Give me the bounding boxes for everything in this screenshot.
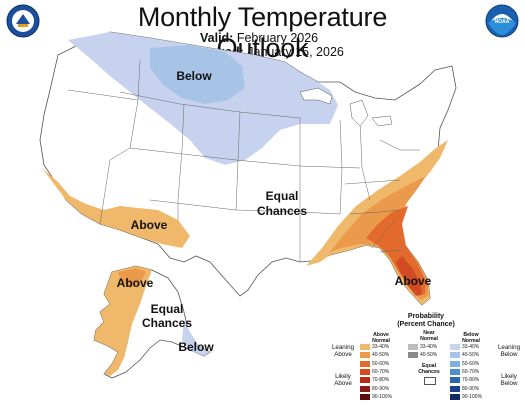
below-normal-bin-label: 60-70% [462,368,480,375]
leaning-below-2: Below [500,351,518,358]
below-header-2: Normal [462,338,480,344]
near-normal-bin-swatch [408,352,418,359]
above-normal-bin-label: 90-100% [372,393,393,400]
label-equal-alaska-1: Equal [151,302,184,316]
below-normal-bin-swatch [450,352,460,359]
below-normal-core [150,45,245,104]
valid-value: February 2026 [236,31,319,45]
above-normal-bin-swatch [360,344,370,350]
above-normal-southwest [42,168,190,248]
above-normal-bin-label: 80-90% [372,385,390,392]
below-normal-bin-label: 80-90% [462,385,480,392]
below-header-1: Below [463,332,479,338]
above-normal-bin-swatch [360,385,370,392]
below-normal-bin-label: 90-100% [462,393,483,400]
near-header-2: Normal [420,336,438,342]
label-equal-conus-2: Chances [257,204,307,218]
below-normal-bin-label: 50-60% [462,360,480,367]
above-normal-florida-core [396,256,422,296]
leaning-below-label: Leaning Below [496,344,522,358]
above-normal-bin-label: 40-50% [372,352,390,359]
above-normal-bin-label: 70-80% [372,377,390,384]
label-equal-alaska-2: Chances [142,316,192,330]
noaa-logo: NOAA [485,4,519,38]
leaning-below-1: Leaning [497,344,521,351]
valid-line: Valid: February 2026 [200,31,318,45]
alaska-above-core [118,268,146,288]
equal-chances-header: Equal Chances [416,363,442,375]
above-normal-bin-swatch [360,352,370,359]
valid-label: Valid: [200,31,234,45]
below-normal-bin-label: 70-80% [462,377,480,384]
svg-text:NOAA: NOAA [495,19,510,25]
above-header-1: Above [373,332,389,338]
likely-below-2: Below [500,380,518,387]
below-normal-bin-swatch [450,368,460,375]
below-normal-header: Below Normal [458,332,484,344]
above-normal-bin-swatch [360,360,370,367]
near-normal-bin-swatch [408,344,418,350]
below-normal-bin-swatch [450,385,460,392]
label-equal-conus-1: Equal [266,189,299,203]
label-below-north: Below [176,69,212,83]
equal-chances-swatch [424,377,436,385]
below-normal-bin-label: 33-40% [462,344,480,350]
below-normal-bin-swatch [450,393,460,400]
equal-chances-1: Equal [421,363,437,369]
above-normal-bin-swatch [360,377,370,384]
leaning-above-1: Leaning [331,344,355,351]
leaning-above-2: Above [334,351,352,358]
above-normal-bin-swatch [360,393,370,400]
label-above-southwest: Above [131,218,168,232]
near-header-1: Near [423,330,435,336]
label-above-alaska: Above [117,276,154,290]
above-normal-bin-label: 50-60% [372,360,390,367]
above-normal-bin-label: 33-40% [372,344,390,350]
map-title: Monthly Temperature Outlook [137,2,388,63]
likely-below-label: Likely Below [496,373,522,387]
issued-value: January 15, 2026 [247,45,344,59]
label-above-southeast: Above [395,274,432,288]
above-normal-header: Above Normal [368,332,394,344]
state-borders [67,59,420,262]
likely-above-label: Likely Above [330,373,356,387]
likely-below-1: Likely [501,373,517,380]
probability-legend: Probability (Percent Chance) Above Norma… [330,313,522,403]
above-normal-bin-swatch [360,368,370,375]
below-normal-bin-swatch [450,344,460,350]
legend-title-line-2: (Percent Chance) [397,321,455,328]
leaning-above-label: Leaning Above [330,344,356,358]
below-normal-bin-swatch [450,377,460,384]
alaska-below-region [182,320,210,356]
above-header-2: Normal [372,338,390,344]
above-normal-bin-label: 60-70% [372,368,390,375]
below-normal-bin-label: 40-50% [462,352,480,359]
near-normal-bin-label: 40-50% [420,352,438,359]
label-below-alaska: Below [178,340,214,354]
alaska-above-region [94,266,152,376]
legend-title-line-1: Probability [407,313,445,320]
below-normal-bin-swatch [450,360,460,367]
likely-above-1: Likely [335,373,351,380]
likely-above-2: Above [334,380,352,387]
great-lakes [299,87,393,127]
near-normal-bin-label: 33-40% [420,344,438,350]
equal-chances-2: Chances [418,369,440,375]
commerce-seal-logo [6,4,40,38]
near-normal-header: Near Normal [416,330,442,342]
